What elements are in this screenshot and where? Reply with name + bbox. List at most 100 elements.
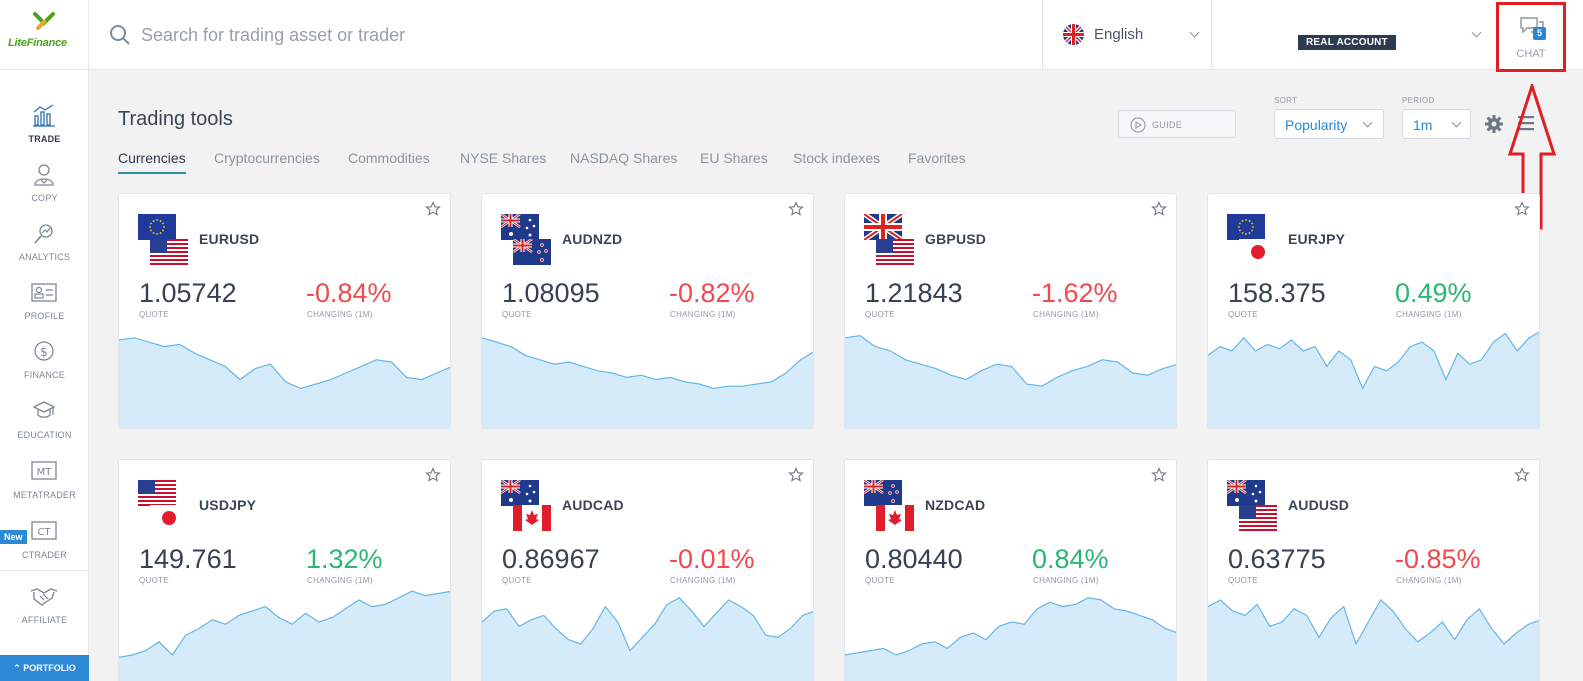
instrument-card-nzdcad[interactable]: NZDCAD 0.80440 QUOTE 0.84% CHANGING (1M) [844, 459, 1177, 681]
copy-trader-icon [34, 164, 54, 186]
instrument-card-audnzd[interactable]: AUDNZD 1.08095 QUOTE -0.82% CHANGING (1M… [481, 193, 814, 429]
tab-cryptocurrencies[interactable]: Cryptocurrencies [214, 150, 320, 166]
sidebar-item-label: CTRADER [22, 550, 67, 560]
favorite-star-icon[interactable] [788, 201, 804, 217]
ca-flag-icon [876, 505, 914, 531]
quote-value: 158.375 [1228, 278, 1326, 308]
eu-flag-icon [138, 214, 176, 240]
pair-name: USDJPY [199, 497, 257, 513]
jp-flag-icon [1239, 239, 1277, 265]
account-selector[interactable]: REAL ACCOUNT [1212, 0, 1495, 70]
sparkline-chart [119, 337, 450, 428]
graduation-cap-icon [33, 401, 55, 418]
change-label: CHANGING (1M) [307, 310, 373, 319]
currency-flags [864, 480, 916, 532]
sidebar-item-education[interactable]: EDUCATION [0, 400, 89, 456]
sidebar-item-trade[interactable]: TRADE [0, 104, 89, 160]
change-label: CHANGING (1M) [1396, 576, 1462, 585]
sparkline-area [119, 337, 450, 428]
chat-unread-count: 5 [1533, 27, 1546, 40]
sparkline-line [1208, 599, 1539, 646]
au-flag-icon [1227, 480, 1265, 506]
sidebar-item-affiliate[interactable]: AFFILIATE [0, 585, 89, 641]
list-view-icon[interactable] [1516, 113, 1536, 133]
period-select[interactable]: 1m [1402, 109, 1471, 139]
sparkline-line [119, 590, 450, 658]
favorite-star-icon[interactable] [1151, 201, 1167, 217]
favorite-star-icon[interactable] [1151, 467, 1167, 483]
tab-currencies[interactable]: Currencies [118, 150, 186, 174]
instrument-card-eurusd[interactable]: EURUSD 1.05742 QUOTE -0.84% CHANGING (1M… [118, 193, 451, 429]
guide-button[interactable]: GUIDE [1118, 110, 1236, 138]
tab-favorites[interactable]: Favorites [908, 150, 966, 166]
change-value: -1.62% [1032, 278, 1118, 308]
search-icon [110, 25, 130, 45]
favorite-star-icon[interactable] [788, 467, 804, 483]
quote-label: QUOTE [1228, 310, 1258, 319]
instrument-card-gbpusd[interactable]: GBPUSD 1.21843 QUOTE -1.62% CHANGING (1M… [844, 193, 1177, 429]
quote-label: QUOTE [865, 576, 895, 585]
tab-nyse-shares[interactable]: NYSE Shares [460, 150, 547, 166]
pair-name: AUDUSD [1288, 497, 1350, 513]
chevron-down-icon [1362, 117, 1373, 128]
currency-flags [138, 214, 190, 266]
favorite-star-icon[interactable] [425, 467, 441, 483]
gear-icon[interactable] [1484, 114, 1504, 134]
sidebar-item-copy[interactable]: COPY [0, 163, 89, 219]
sidebar-item-analytics[interactable]: ANALYTICS [0, 222, 89, 278]
currency-flags [864, 214, 916, 266]
sidebar-divider [0, 570, 89, 571]
tab-stock-indexes[interactable]: Stock indexes [793, 150, 881, 166]
language-selector[interactable]: English [1042, 0, 1212, 70]
nz-flag-icon [864, 480, 902, 506]
tab-commodities[interactable]: Commodities [348, 150, 430, 166]
instrument-card-eurjpy[interactable]: EURJPY 158.375 QUOTE 0.49% CHANGING (1M) [1207, 193, 1540, 429]
sidebar-item-finance[interactable]: $ FINANCE [0, 340, 89, 396]
jp-flag-icon [150, 505, 188, 531]
trade-chart-icon [33, 104, 55, 127]
play-circle-icon [1130, 117, 1146, 133]
nz-flag-icon [513, 239, 551, 265]
sort-select[interactable]: Popularity [1274, 109, 1384, 139]
currency-flags [138, 480, 190, 532]
chat-label: CHAT [1516, 48, 1546, 60]
currency-flags [501, 480, 553, 532]
gb-flag-icon [864, 214, 902, 240]
svg-text:$: $ [40, 345, 48, 359]
tab-eu-shares[interactable]: EU Shares [700, 150, 768, 166]
account-type-badge: REAL ACCOUNT [1298, 35, 1396, 50]
sidebar: TRADE COPY ANALYTICS PROFILE $ [0, 70, 89, 681]
sidebar-item-metatrader[interactable]: MT METATRADER [0, 460, 89, 516]
ct-icon: CT [31, 521, 57, 540]
pair-name: EURUSD [199, 231, 260, 247]
quote-label: QUOTE [139, 576, 169, 585]
favorite-star-icon[interactable] [425, 201, 441, 217]
search-input[interactable] [141, 20, 1001, 50]
favorite-star-icon[interactable] [1514, 467, 1530, 483]
sidebar-item-label: FINANCE [24, 370, 65, 380]
change-value: -0.84% [306, 278, 392, 308]
change-label: CHANGING (1M) [670, 310, 736, 319]
sparkline-line [119, 337, 450, 390]
quote-label: QUOTE [865, 310, 895, 319]
instrument-card-audcad[interactable]: AUDCAD 0.86967 QUOTE -0.01% CHANGING (1M… [481, 459, 814, 681]
sidebar-item-ctrader[interactable]: CT New CTRADER [0, 520, 89, 576]
logo[interactable]: LiteFinance [0, 0, 89, 70]
change-value: 0.84% [1032, 544, 1109, 574]
sidebar-item-profile[interactable]: PROFILE [0, 281, 89, 337]
change-value: -0.82% [669, 278, 755, 308]
favorite-star-icon[interactable] [1514, 201, 1530, 217]
sparkline-chart [1208, 599, 1539, 681]
sidebar-item-label: COPY [31, 193, 58, 203]
portfolio-toggle[interactable]: ⌃ PORTFOLIO [0, 655, 89, 681]
sparkline-line [845, 334, 1176, 387]
tab-nasdaq-shares[interactable]: NASDAQ Shares [570, 150, 678, 166]
change-label: CHANGING (1M) [1033, 576, 1099, 585]
chat-button[interactable]: 5 CHAT [1496, 2, 1566, 72]
instrument-card-usdjpy[interactable]: USDJPY 149.761 QUOTE 1.32% CHANGING (1M) [118, 459, 451, 681]
svg-text:MT: MT [37, 467, 53, 478]
instrument-card-audusd[interactable]: AUDUSD 0.63775 QUOTE -0.85% CHANGING (1M… [1207, 459, 1540, 681]
pair-name: AUDNZD [562, 231, 623, 247]
sparkline-chart [845, 334, 1176, 428]
change-value: -0.01% [669, 544, 755, 574]
